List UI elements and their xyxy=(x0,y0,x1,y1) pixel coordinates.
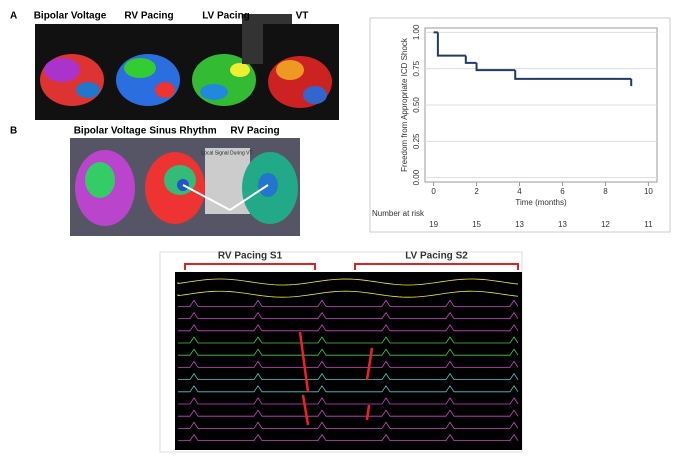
survival-step xyxy=(436,32,466,57)
bracket xyxy=(354,263,519,270)
panel-a-images xyxy=(35,14,339,120)
arrow xyxy=(365,404,371,421)
survival-step xyxy=(464,55,477,64)
trace xyxy=(178,299,519,307)
x-tick-label: 4 xyxy=(517,187,522,196)
x-axis-label: Time (months) xyxy=(515,198,567,207)
trace xyxy=(178,421,519,429)
at-risk-label: Number at risk xyxy=(372,209,425,218)
y-tick-label: 0.00 xyxy=(412,169,421,185)
trace xyxy=(177,278,519,286)
y-tick-label: 1.00 xyxy=(412,24,421,40)
at-risk-value: 13 xyxy=(558,220,567,229)
survival-step xyxy=(475,62,516,72)
trace xyxy=(178,348,519,356)
arrow xyxy=(301,394,310,426)
inset-label: Local Signal During VT xyxy=(201,150,252,156)
panel-title: RV Pacing xyxy=(124,11,173,22)
survival-step xyxy=(514,70,632,80)
trace xyxy=(178,311,519,319)
trace xyxy=(178,372,519,380)
panel-title: LV Pacing xyxy=(202,11,250,22)
x-tick-label: 10 xyxy=(644,187,653,196)
trace xyxy=(178,360,519,368)
tracing-label: RV Pacing S1 xyxy=(218,251,283,262)
arrow xyxy=(298,331,310,393)
trace xyxy=(178,409,519,417)
panel-title: Bipolar Voltage xyxy=(34,11,107,22)
km-chart: 0.00 0.25 0.50 0.75 1.00 0 2 4 6 8 10 Time (months)… xyxy=(372,24,658,229)
panel-title: RV Pacing xyxy=(230,126,279,137)
y-axis-label: Freedom from Appropriate ICD Shock xyxy=(400,37,409,172)
tracing: RV Pacing S1 LV Pacing S2 xyxy=(159,251,523,453)
at-risk-value: 11 xyxy=(644,220,653,229)
at-risk-value: 12 xyxy=(601,220,610,229)
trace xyxy=(178,336,519,344)
y-tick-label: 0.75 xyxy=(412,60,421,76)
trace xyxy=(178,397,519,405)
x-tick-label: 8 xyxy=(603,187,608,196)
panel-label: B xyxy=(10,126,17,137)
y-tick-label: 0.50 xyxy=(412,97,421,113)
at-risk-value: 13 xyxy=(515,220,524,229)
bracket xyxy=(184,263,316,270)
panel-title: Bipolar Voltage xyxy=(74,126,147,137)
trace xyxy=(178,324,519,332)
at-risk-value: 15 xyxy=(472,220,481,229)
panel-title: VT xyxy=(296,11,309,22)
panel-label: A xyxy=(10,11,17,22)
tracing-label: LV Pacing S2 xyxy=(405,251,468,262)
x-tick-label: 0 xyxy=(431,187,436,196)
panel-title: Sinus Rhythm xyxy=(149,126,216,137)
x-tick-label: 2 xyxy=(474,187,479,196)
trace xyxy=(177,290,519,298)
x-tick-label: 6 xyxy=(560,187,565,196)
y-tick-label: 0.25 xyxy=(412,133,421,149)
panel-b-image xyxy=(70,138,300,236)
trace xyxy=(178,433,519,441)
arrow xyxy=(365,347,374,381)
trace xyxy=(178,385,519,393)
at-risk-value: 19 xyxy=(429,220,438,229)
